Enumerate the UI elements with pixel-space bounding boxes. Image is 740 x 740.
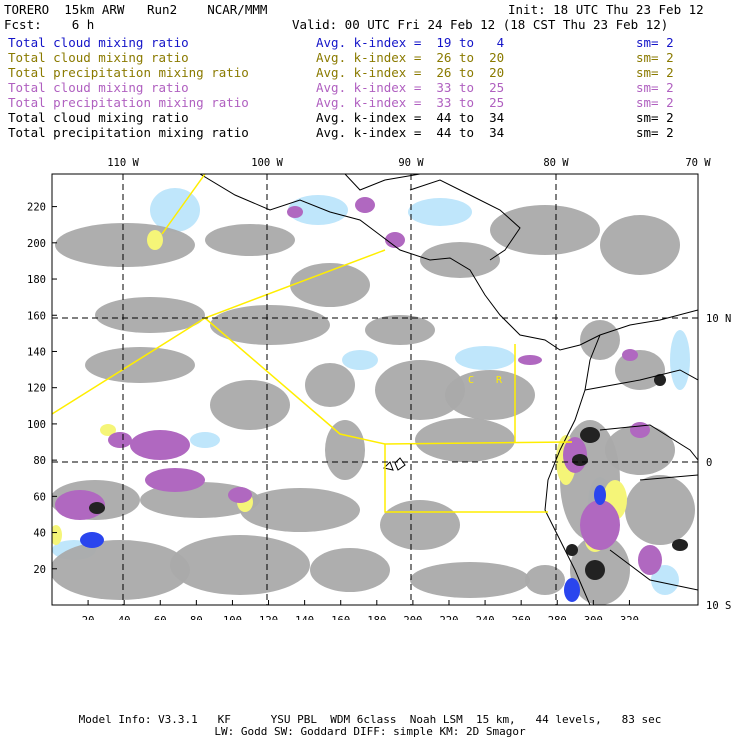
x-tick-label: 220 [439,615,458,620]
legend-index: Avg. k-index = 44 to 34 [316,110,505,125]
x-tick-label: 180 [367,615,386,620]
y-tick-label: 60 [33,491,46,503]
legend-field: Total cloud mixing ratio [8,110,189,125]
y-tick-label: 180 [27,274,46,286]
legend-index: Avg. k-index = 26 to 20 [316,50,505,65]
legend-field: Total cloud mixing ratio [8,35,189,50]
y-tick-label: 20 [33,564,46,576]
legend-sm: sm= 2 [636,50,674,65]
weather-map: 110 W 100 W 90 W 80 W 70 W 10 N 0 10 S 20 40 60 80 1… [27,157,731,620]
y-tick-label: 140 [27,346,46,358]
x-tick-label: 60 [154,615,167,620]
legend-index: Avg. k-index = 44 to 34 [316,125,505,140]
cloud-mixing-ratio-shading [52,205,695,605]
x-tick-label: 280 [548,615,567,620]
heavy-precip-cores [89,374,688,580]
y-tick-label: 100 [27,419,46,431]
region-label: R [496,375,503,386]
x-tick-label: 300 [584,615,603,620]
y-tick-label: 40 [33,528,46,540]
legend-field: Total cloud mixing ratio [8,80,189,95]
lat-label: 0 [706,457,712,469]
legend-field: Total precipitation mixing ratio [8,65,249,80]
legend-sm: sm= 2 [636,110,674,125]
coastlines [199,174,698,605]
x-tick-label: 200 [403,615,422,620]
lon-label: 100 W [251,157,283,169]
legend-field: Total cloud mixing ratio [8,50,189,65]
model-title: TORERO 15km ARW Run2 NCAR/MMM [4,2,268,17]
legend-field: Total precipitation mixing ratio [8,95,249,110]
x-tick-label: 40 [118,615,131,620]
valid-time: Valid: 00 UTC Fri 24 Feb 12 (18 CST Thu … [292,17,669,32]
y-tick-label: 200 [27,238,46,250]
legend-field: Total precipitation mixing ratio [8,125,249,140]
legend-sm: sm= 2 [636,80,674,95]
legend-index: Avg. k-index = 26 to 20 [316,65,505,80]
x-tick-label: 140 [295,615,314,620]
lon-label: 110 W [107,157,139,169]
y-tick-label: 160 [27,310,46,322]
lat-label: 10 S [706,600,731,612]
region-label: C [468,375,474,386]
legend-sm: sm= 2 [636,35,674,50]
lon-label: 80 W [543,157,569,169]
precip-shading-purple [55,197,662,575]
legend-index: Avg. k-index = 19 to 4 [316,35,505,50]
forecast-hour: Fcst: 6 h [4,17,95,32]
physics-info: LW: Godd SW: Goddard DIFF: simple KM: 2D… [214,725,526,738]
lat-label: 10 N [706,313,731,325]
init-time: Init: 18 UTC Thu 23 Feb 12 [508,2,704,17]
legend-index: Avg. k-index = 33 to 25 [316,95,505,110]
x-tick-label: 240 [476,615,495,620]
model-info: Model Info: V3.3.1 KF YSU PBL WDM 6class… [78,713,662,726]
map-frame [51,173,699,606]
x-tick-label: 320 [620,615,639,620]
x-tick-label: 80 [190,615,203,620]
lat-lon-grid [52,174,698,605]
lon-label: 70 W [685,157,711,169]
legend-index: Avg. k-index = 33 to 25 [316,80,505,95]
y-tick-label: 80 [33,455,46,467]
y-tick-label: 220 [27,202,46,214]
legend-sm: sm= 2 [636,65,674,80]
legend-sm: sm= 2 [636,95,674,110]
legend-sm: sm= 2 [636,125,674,140]
lon-label: 90 W [398,157,424,169]
y-tick-label: 120 [27,383,46,395]
precip-shading-blue [80,485,606,602]
x-tick-label: 260 [512,615,531,620]
x-tick-label: 120 [259,615,278,620]
x-tick-label: 100 [223,615,242,620]
x-tick-label: 20 [82,615,95,620]
x-tick-label: 160 [331,615,350,620]
